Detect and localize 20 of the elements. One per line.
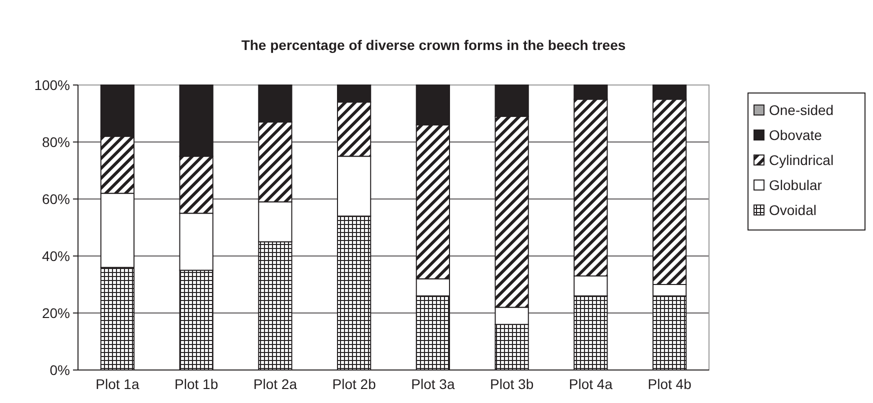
x-tick-label: Plot 1b <box>174 376 218 392</box>
x-tick-label: Plot 2b <box>332 376 376 392</box>
legend-label: Cylindrical <box>769 152 834 168</box>
legend-label: One-sided <box>769 102 834 118</box>
legend-label: Ovoidal <box>769 202 816 218</box>
y-tick-label: 100% <box>34 76 70 93</box>
x-tick-label: Plot 3b <box>490 376 534 392</box>
y-tick-label: 0% <box>50 362 70 378</box>
chart-title: The percentage of diverse crown forms in the beech trees <box>241 37 626 53</box>
y-tick-label: 80% <box>42 134 70 150</box>
legend-label: Globular <box>769 176 822 193</box>
y-tick-label: 20% <box>42 304 70 321</box>
legend-label: Obovate <box>769 126 822 143</box>
y-tick-label: 40% <box>42 248 70 264</box>
x-tick-label: Plot 1a <box>96 376 140 392</box>
x-tick-label: Plot 2a <box>253 376 298 392</box>
x-tick-label: Plot 4a <box>568 376 613 392</box>
x-tick-label: Plot 3a <box>411 376 455 392</box>
x-tick-label: Plot 4b <box>648 376 692 392</box>
y-tick-label: 60% <box>42 190 70 207</box>
